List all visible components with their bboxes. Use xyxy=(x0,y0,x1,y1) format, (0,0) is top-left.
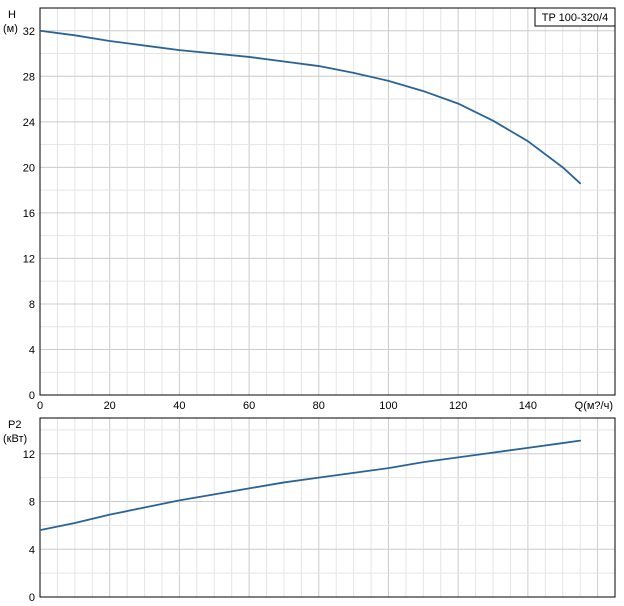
y-tick-label: 24 xyxy=(23,117,35,129)
plot-border xyxy=(40,8,615,395)
y-tick-label: 32 xyxy=(23,26,35,38)
grid xyxy=(40,418,615,597)
x-axis-label: Q(м?/ч) xyxy=(575,400,613,412)
x-tick-label: 100 xyxy=(379,400,397,412)
y-tick-label: 0 xyxy=(29,390,35,402)
y-tick-label: 4 xyxy=(29,544,35,556)
y-tick-label: 4 xyxy=(29,344,35,356)
x-tick-label: 60 xyxy=(243,400,255,412)
chart-container: 048121620242832H(м)020406080100120140Q(м… xyxy=(0,0,624,606)
y-axis-unit: (кВт) xyxy=(3,433,27,445)
x-tick-label: 120 xyxy=(449,400,467,412)
y-tick-label: 8 xyxy=(29,497,35,509)
chart-title: TP 100-320/4 xyxy=(542,12,608,24)
y-tick-label: 0 xyxy=(29,592,35,604)
y-axis-label: H xyxy=(8,9,16,21)
x-tick-label: 40 xyxy=(173,400,185,412)
x-tick-label: 80 xyxy=(313,400,325,412)
x-tick-label: 140 xyxy=(519,400,537,412)
x-tick-label: 20 xyxy=(104,400,116,412)
y-tick-label: 12 xyxy=(23,253,35,265)
grid xyxy=(40,8,615,395)
y-tick-label: 12 xyxy=(23,449,35,461)
plot-border xyxy=(40,418,615,597)
y-tick-label: 16 xyxy=(23,208,35,220)
y-axis-label: P2 xyxy=(8,419,21,431)
y-axis-unit: (м) xyxy=(3,23,18,35)
x-tick-label: 0 xyxy=(37,400,43,412)
y-tick-label: 28 xyxy=(23,71,35,83)
y-tick-label: 8 xyxy=(29,299,35,311)
y-tick-label: 20 xyxy=(23,162,35,174)
pump-curve-chart: 048121620242832H(м)020406080100120140Q(м… xyxy=(0,0,624,606)
